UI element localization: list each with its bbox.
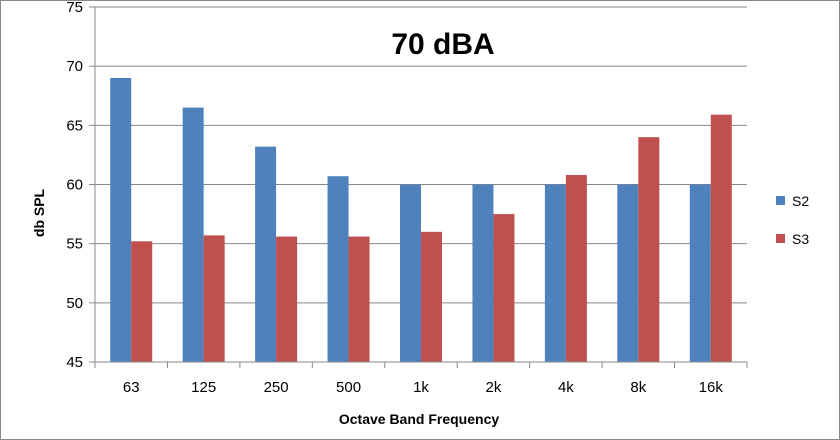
bar-s3-500 — [348, 236, 370, 362]
axes — [94, 7, 747, 363]
y-tick-label: 75 — [66, 0, 83, 16]
bar-s2-4k — [544, 184, 566, 362]
bar-s3-2k — [493, 214, 515, 362]
bar-s3-63 — [131, 241, 153, 362]
x-axis-ticks: 63 125 250 500 1k 2k 4k 8k 16k — [94, 362, 748, 396]
y-axis-title: db SPL — [31, 188, 47, 237]
y-tick-label: 65 — [66, 117, 83, 134]
x-tick-label: 63 — [123, 379, 140, 396]
y-tick-label: 55 — [66, 236, 83, 253]
chart-title: 70 dBA — [391, 28, 494, 61]
bar-s2-250 — [255, 146, 277, 362]
x-tick-label: 1k — [413, 379, 429, 396]
x-axis-title: Octave Band Frequency — [339, 411, 499, 427]
bar-s2-2k — [472, 184, 494, 362]
y-tick-label: 70 — [66, 58, 83, 75]
legend-swatch-s3 — [776, 234, 785, 243]
bar-s2-1k — [400, 184, 421, 362]
bar-s2-16k — [689, 184, 711, 362]
bar-s2-500 — [327, 176, 349, 362]
legend-label-s2: S2 — [792, 193, 809, 209]
legend: S2 S3 — [776, 193, 809, 247]
bar-s3-4k — [565, 175, 587, 362]
x-tick-label: 4k — [558, 379, 574, 396]
y-tick-label: 45 — [66, 354, 83, 371]
bar-s3-1k — [421, 231, 442, 362]
x-tick-label: 500 — [336, 379, 361, 396]
bar-s2-125 — [182, 107, 204, 362]
x-tick-label: 2k — [486, 379, 502, 396]
bar-s3-16k — [710, 114, 732, 362]
y-axis-ticks: 45 50 55 60 65 70 75 — [66, 0, 95, 371]
bar-s2-63 — [110, 78, 132, 362]
bar-s2-8k — [617, 184, 639, 362]
y-tick-label: 60 — [66, 177, 83, 194]
x-tick-label: 8k — [630, 379, 646, 396]
y-tick-label: 50 — [66, 295, 83, 312]
bar-s3-125 — [203, 235, 225, 362]
x-tick-label: 250 — [264, 379, 289, 396]
x-tick-label: 125 — [191, 379, 216, 396]
legend-label-s3: S3 — [792, 231, 809, 247]
x-tick-label: 16k — [699, 379, 724, 396]
bars — [110, 78, 732, 362]
bar-s3-250 — [276, 236, 298, 362]
bar-s3-8k — [638, 137, 660, 362]
legend-swatch-s2 — [776, 196, 785, 205]
